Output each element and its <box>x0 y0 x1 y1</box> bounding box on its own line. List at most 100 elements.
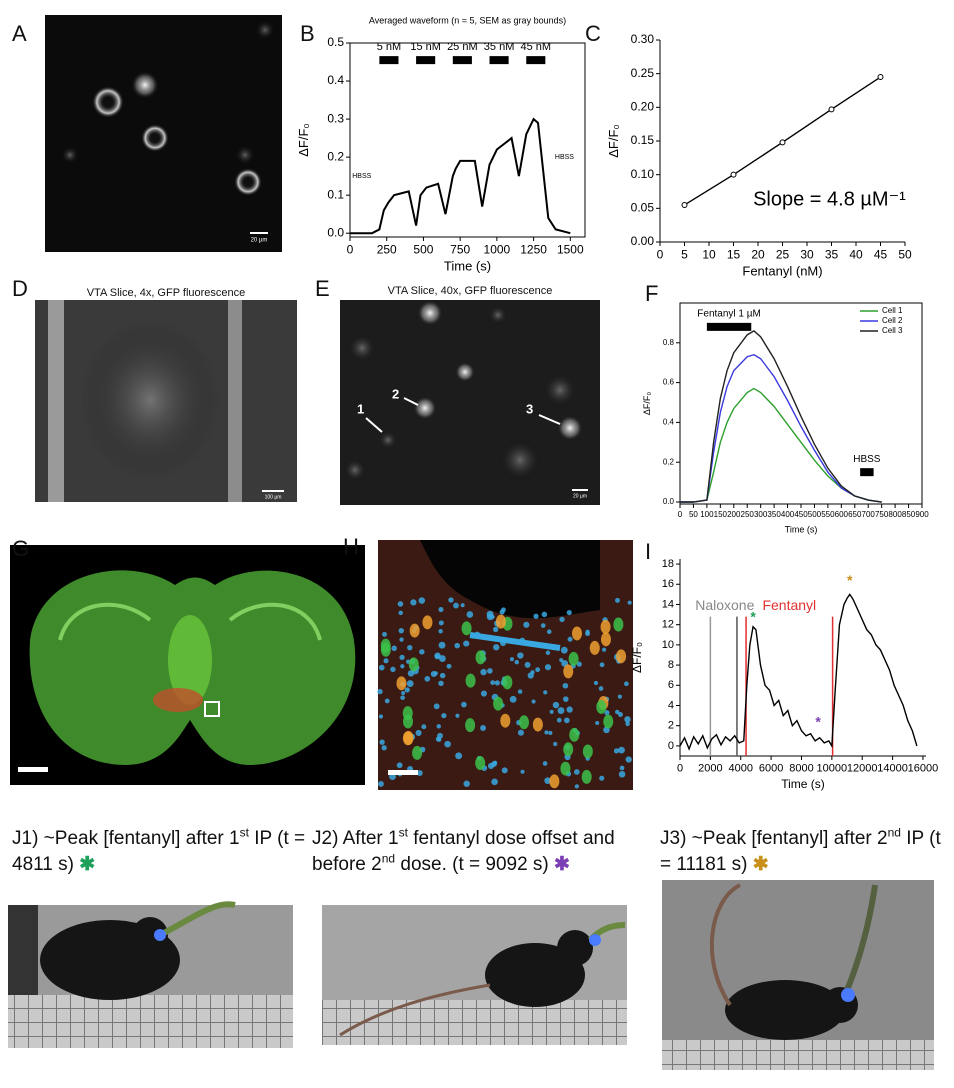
y-tick-label: 10 <box>662 639 674 651</box>
nucleus <box>494 680 500 686</box>
nucleus <box>574 784 580 789</box>
nucleus <box>617 712 623 718</box>
x-tick-label: 6000 <box>759 763 783 775</box>
x-tick-label: 1250 <box>520 242 547 256</box>
y-tick-label: 0.0 <box>327 225 344 239</box>
stimulus-bar <box>526 56 546 65</box>
legend-label: Cell 1 <box>882 306 903 315</box>
nucleus <box>517 689 523 694</box>
nucleus <box>618 770 626 778</box>
nucleus <box>567 636 573 642</box>
stimulus-label: 45 nM <box>521 41 552 53</box>
nucleus <box>453 602 459 609</box>
x-tick-label: 900 <box>915 510 929 519</box>
cell-body <box>563 742 574 757</box>
x-axis-label: Fentanyl (nM) <box>742 263 822 278</box>
nucleus <box>615 709 620 715</box>
y-tick-label: 0.1 <box>327 187 344 201</box>
nucleus <box>564 717 570 724</box>
cell-body <box>571 626 582 641</box>
x-tick-label: 40 <box>849 247 863 261</box>
y-tick-label: 0.4 <box>327 73 344 87</box>
image-e: 1 2 3 20 µm VTA Slice, 40x, GFP fluoresc… <box>340 285 600 505</box>
y-tick-label: 0.2 <box>327 149 344 163</box>
nucleus <box>519 637 526 644</box>
stimulus-label: 5 nM <box>377 41 401 53</box>
cell-body <box>408 657 419 672</box>
y-tick-label: 0.5 <box>327 35 344 49</box>
plot-frame <box>349 42 586 238</box>
nucleus <box>461 701 467 708</box>
stimulus-label: 15 nM <box>410 41 441 53</box>
x-tick-label: 16000 <box>908 763 939 775</box>
cell-body <box>563 664 574 679</box>
nucleus <box>552 701 560 709</box>
x-tick-label: 800 <box>888 510 902 519</box>
y-tick-label: 0.4 <box>663 418 675 427</box>
nucleus <box>493 644 500 651</box>
nucleus <box>416 770 423 776</box>
panel-label: H <box>343 534 359 559</box>
scale-bar-label: 20 µm <box>251 238 268 244</box>
data-point <box>779 139 786 146</box>
cell-label: 3 <box>526 401 533 416</box>
legend-label: Cell 2 <box>882 316 903 325</box>
x-tick-label: 50 <box>689 510 698 519</box>
cell-body <box>582 744 593 759</box>
x-tick-label: 5 <box>681 247 688 261</box>
nucleus <box>433 671 438 676</box>
x-tick-label: 35 <box>825 247 839 261</box>
nucleus <box>499 609 505 615</box>
nucleus <box>439 672 446 679</box>
chart-title: Averaged waveform (n = 5, SEM as gray bo… <box>369 15 566 25</box>
nucleus <box>480 668 487 676</box>
y-tick-label: 4 <box>668 699 674 711</box>
nucleus <box>553 741 558 747</box>
cell-body <box>475 756 486 771</box>
x-axis-label: Time (s) <box>781 777 825 791</box>
x-tick-label: 8000 <box>789 763 813 775</box>
nucleus <box>546 629 552 634</box>
nucleus <box>466 611 474 618</box>
nucleus <box>410 599 417 606</box>
cell-body <box>581 769 592 784</box>
nucleus <box>424 675 431 682</box>
photo-j2 <box>322 905 627 1045</box>
x-tick-label: 0 <box>677 763 683 775</box>
y-tick-label: 0.30 <box>631 32 655 46</box>
scale-bar-label: 20 µm <box>573 493 587 499</box>
stimulus-bar <box>860 468 874 477</box>
cell-body <box>412 745 423 760</box>
nucleus <box>397 601 404 607</box>
x-tick-label: 4000 <box>728 763 752 775</box>
cell-body <box>549 774 560 789</box>
x-tick-label: 850 <box>902 510 916 519</box>
y-tick-label: 0.6 <box>663 378 675 387</box>
data-point <box>828 106 835 113</box>
stimulus-bar <box>379 56 399 65</box>
x-tick-label: 0 <box>347 242 354 256</box>
nucleus <box>576 661 582 667</box>
nucleus <box>615 597 620 603</box>
nucleus <box>625 756 632 763</box>
x-tick-label: 25 <box>776 247 790 261</box>
nucleus <box>566 706 573 713</box>
annotation: HBSS <box>555 154 574 161</box>
cell-body <box>603 714 614 729</box>
scale-bar <box>388 770 418 775</box>
x-tick-label: 500 <box>413 242 433 256</box>
nucleus <box>543 690 548 695</box>
nucleus <box>544 730 549 735</box>
x-tick-label: 30 <box>800 247 814 261</box>
nucleus <box>531 699 536 704</box>
x-tick-label: 20 <box>751 247 765 261</box>
x-tick-label: 550 <box>821 510 835 519</box>
nucleus <box>530 670 535 675</box>
y-tick-label: 0.10 <box>631 167 655 181</box>
nucleus <box>541 611 548 618</box>
caption-star: ✱ <box>79 854 96 875</box>
cell-body <box>568 651 579 666</box>
nucleus <box>562 682 569 689</box>
x-tick-label: 750 <box>875 510 889 519</box>
stimulus-bar <box>416 56 436 65</box>
